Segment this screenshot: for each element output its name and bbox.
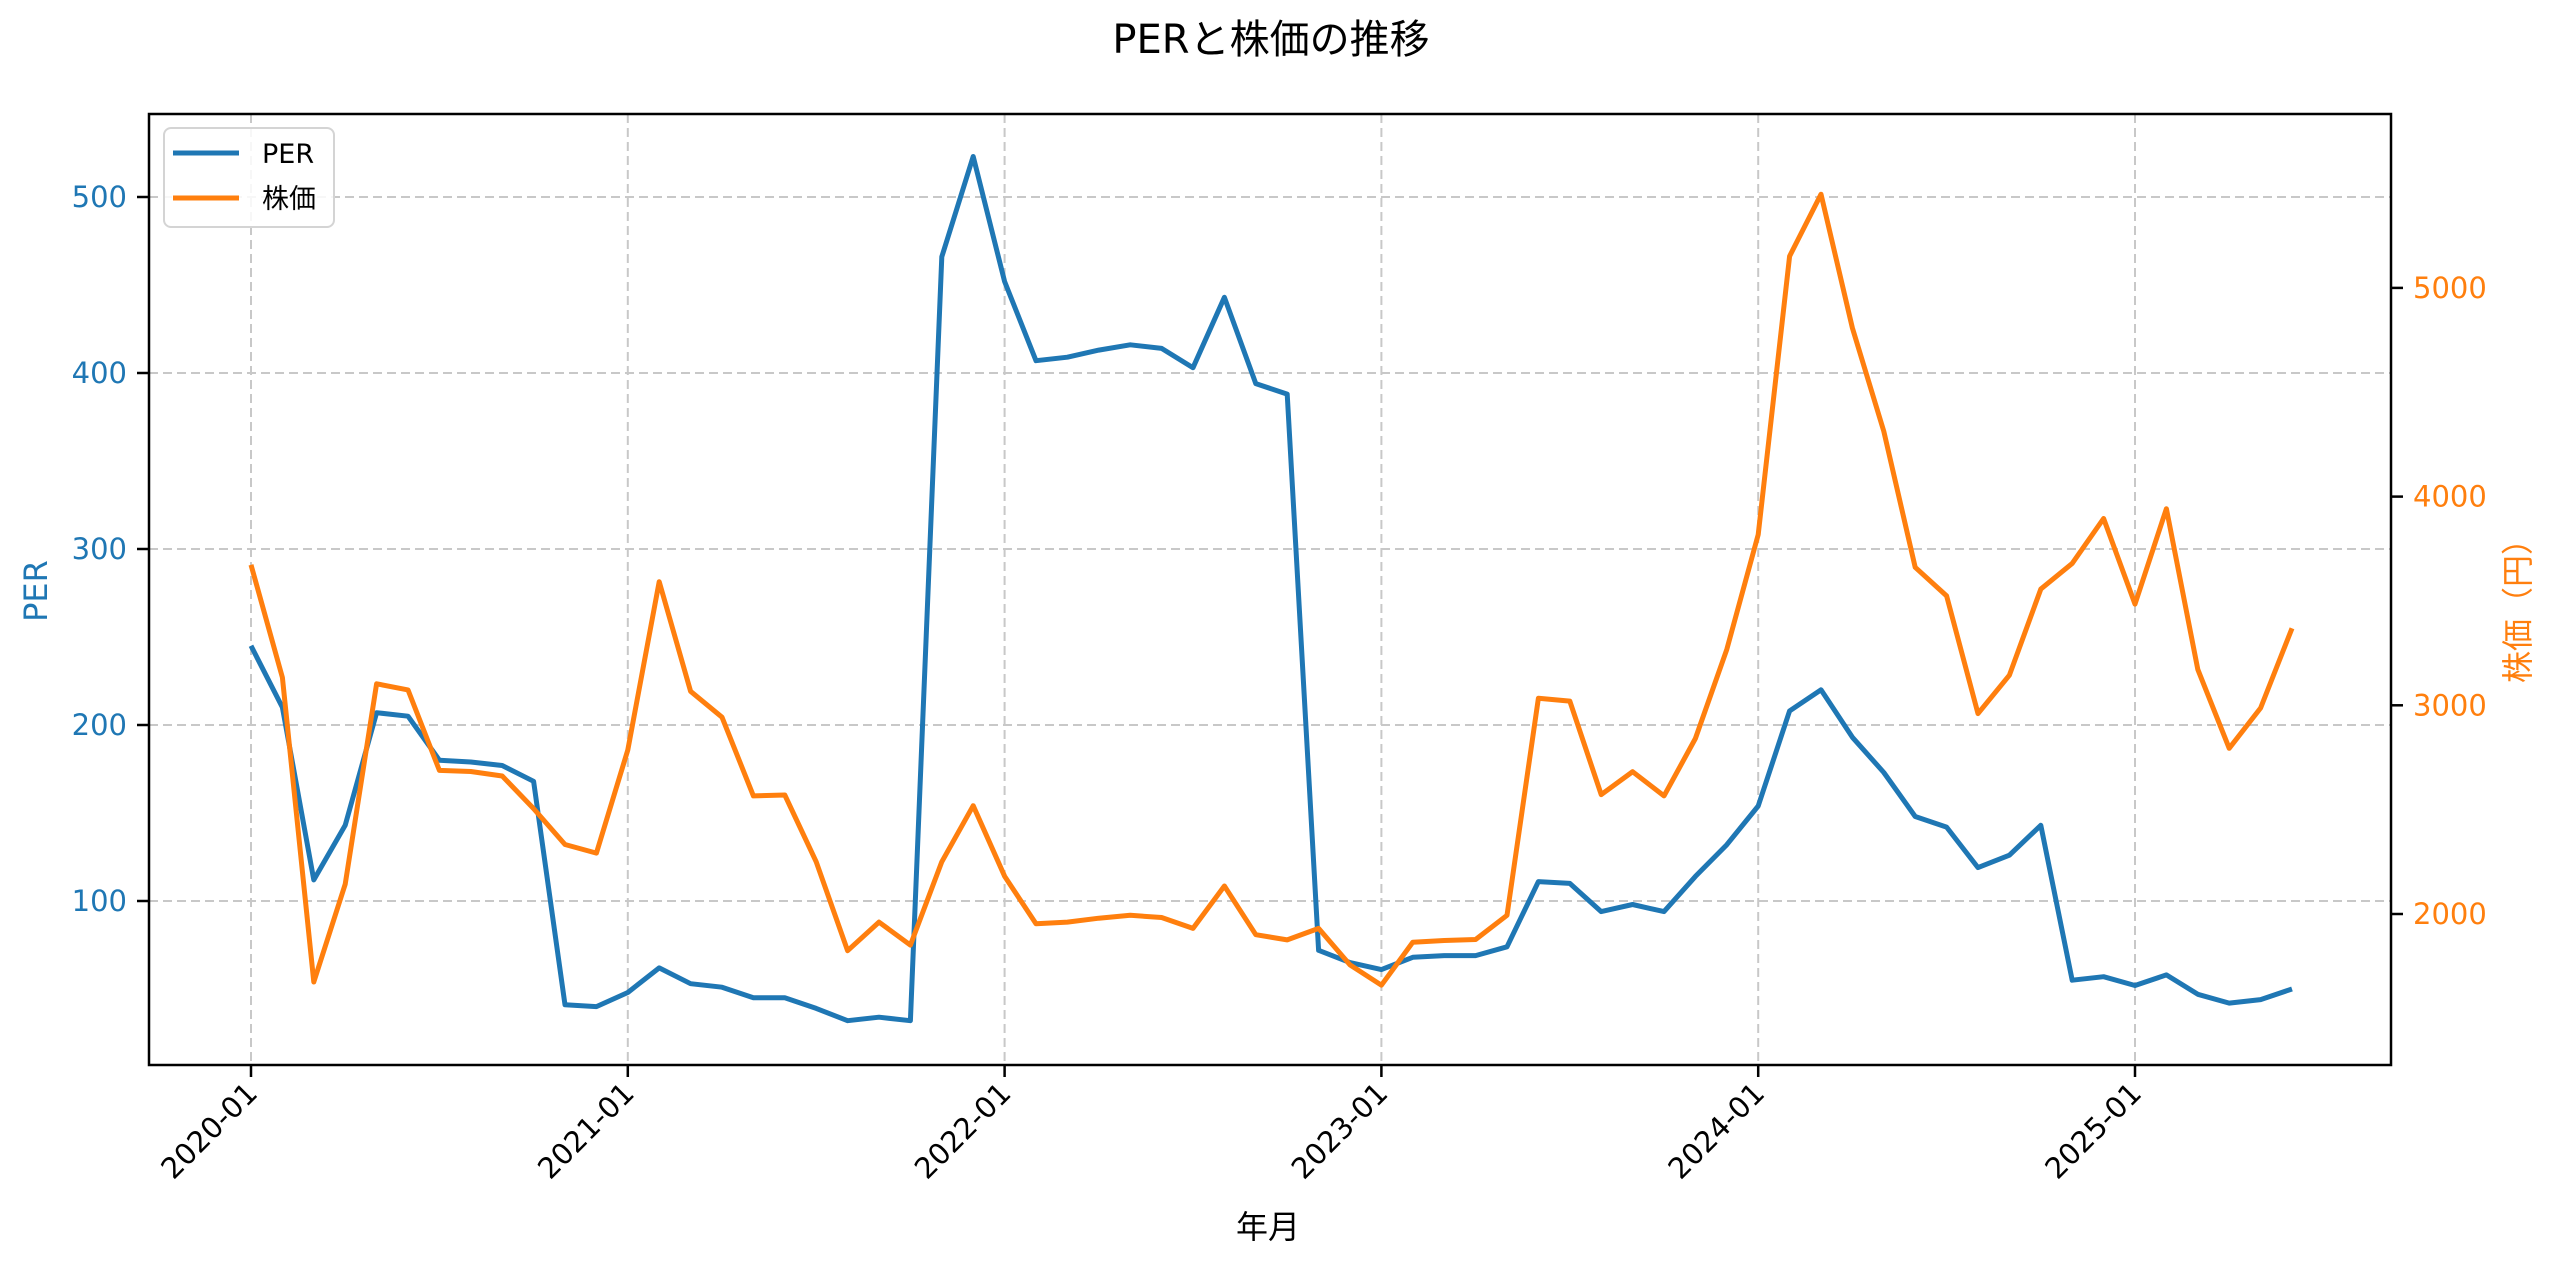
y-right-tick-label: 3000 — [2413, 688, 2487, 722]
x-tick-label: 2020-01 — [154, 1076, 264, 1186]
legend: PER 株価 — [163, 127, 335, 228]
y-right-tick-label: 4000 — [2413, 480, 2487, 514]
x-tick-label: 2021-01 — [531, 1076, 641, 1186]
plot-area — [149, 114, 2391, 1065]
y-left-tick-label: 400 — [72, 356, 127, 390]
y-right-tick-label: 2000 — [2413, 897, 2487, 931]
x-tick-label: 2023-01 — [1285, 1076, 1395, 1186]
per-line — [248, 154, 2293, 1024]
y-gridlines — [149, 196, 2391, 902]
y-left-tick-label: 100 — [72, 884, 127, 918]
price-line — [248, 191, 2295, 988]
chart-title: PERと株価の推移 — [1112, 17, 1429, 63]
y-left-axis-label: PER — [17, 560, 55, 622]
y-right-axis-label: 株価（円） — [2499, 523, 2537, 683]
x-axis-ticks: 2020-01 2021-01 2022-01 2023-01 2024-01 2025-… — [154, 1065, 2148, 1186]
y-left-tick-label: 300 — [72, 532, 127, 566]
legend-price-label: 株価 — [262, 184, 316, 215]
x-axis-label: 年月 — [1236, 1208, 1300, 1246]
x-tick-label: 2025-01 — [2038, 1076, 2148, 1186]
x-gridlines — [250, 114, 2136, 1065]
y-left-axis-ticks: 100 200 300 400 500 — [72, 180, 149, 918]
y-left-tick-label: 500 — [72, 180, 127, 214]
y-left-tick-label: 200 — [72, 708, 127, 742]
plot-frame — [147, 112, 2393, 1067]
y-right-tick-label: 5000 — [2413, 271, 2487, 305]
y-right-axis-ticks: 2000 3000 4000 5000 — [2391, 271, 2487, 931]
x-tick-label: 2022-01 — [908, 1076, 1018, 1186]
x-tick-label: 2024-01 — [1661, 1076, 1771, 1186]
legend-per-label: PER — [262, 139, 314, 170]
